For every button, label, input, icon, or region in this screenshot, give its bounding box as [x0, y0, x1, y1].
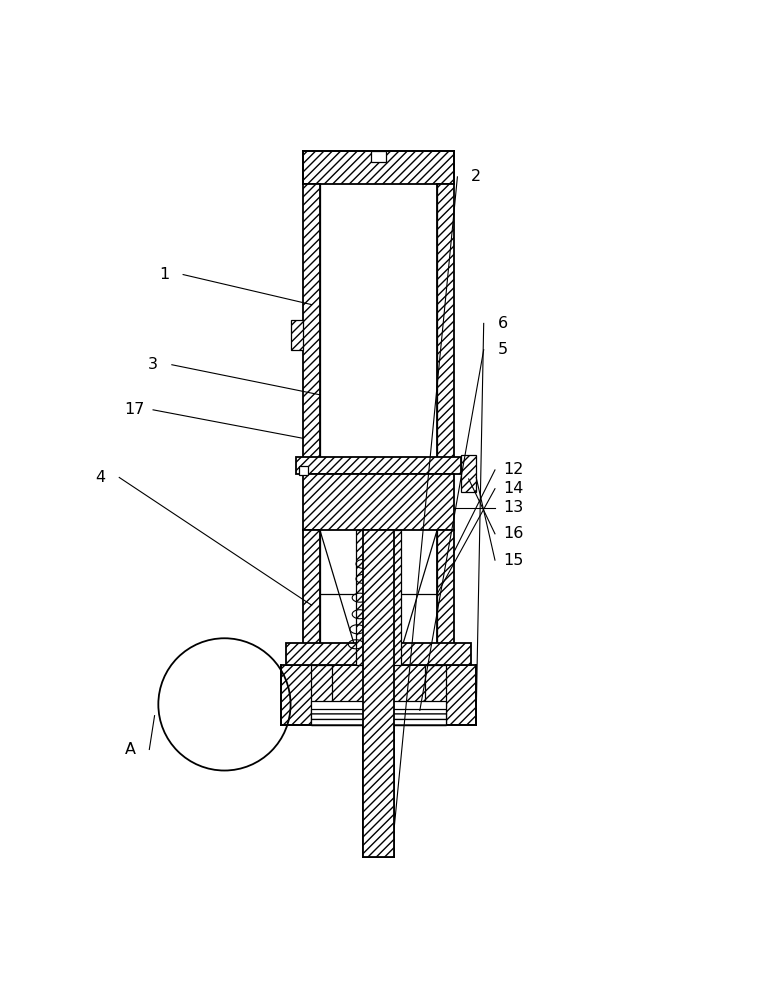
- Bar: [392, 530, 401, 665]
- Text: 5: 5: [497, 342, 507, 357]
- Bar: [311, 709, 446, 725]
- Bar: [371, 151, 386, 162]
- Bar: [281, 665, 476, 725]
- Bar: [320, 530, 437, 665]
- Bar: [437, 530, 453, 665]
- Text: 2: 2: [471, 169, 481, 184]
- Text: 13: 13: [503, 500, 524, 515]
- Bar: [304, 184, 320, 474]
- Text: 12: 12: [503, 462, 524, 477]
- Bar: [363, 530, 394, 857]
- Bar: [356, 530, 365, 665]
- Text: 15: 15: [503, 553, 524, 568]
- Bar: [286, 643, 471, 665]
- Text: 17: 17: [124, 402, 145, 417]
- Bar: [461, 455, 476, 492]
- Bar: [304, 474, 453, 530]
- Text: 14: 14: [503, 481, 524, 496]
- Bar: [304, 151, 453, 184]
- Bar: [311, 665, 332, 707]
- Text: 3: 3: [148, 357, 158, 372]
- Text: 4: 4: [95, 470, 105, 485]
- Bar: [320, 184, 437, 474]
- Text: 1: 1: [159, 267, 170, 282]
- Bar: [425, 665, 446, 707]
- Bar: [299, 466, 308, 475]
- Text: A: A: [125, 742, 136, 757]
- Text: 16: 16: [503, 526, 524, 541]
- Bar: [296, 457, 461, 474]
- Bar: [291, 320, 304, 350]
- Bar: [437, 184, 453, 474]
- Text: 6: 6: [497, 316, 507, 331]
- Bar: [304, 530, 320, 665]
- Bar: [311, 701, 446, 725]
